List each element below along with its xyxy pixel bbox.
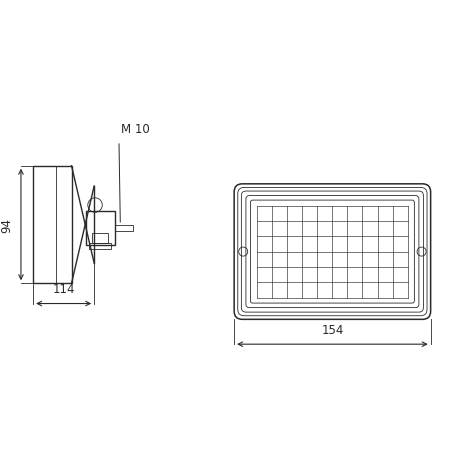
Text: 94: 94 [0,218,13,232]
Bar [92,233,107,243]
Text: M 10: M 10 [121,123,150,136]
Bar [86,212,115,245]
Bar [89,243,111,250]
Bar [115,225,132,231]
Bar [33,167,72,284]
Text: 154: 154 [320,323,343,336]
Text: 114: 114 [52,283,75,296]
